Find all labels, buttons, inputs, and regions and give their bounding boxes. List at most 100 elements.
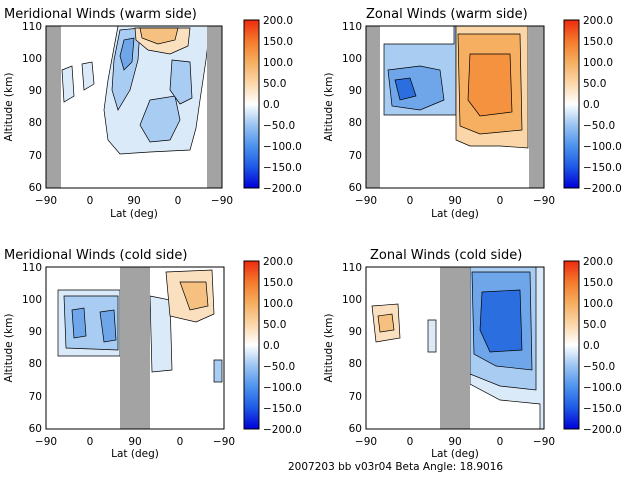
wind-field xyxy=(61,26,211,155)
x-ticks: −90 0 90 0 −90 xyxy=(355,436,555,448)
colorbar-label: −50.0 xyxy=(583,361,615,373)
colorbar-label: 150.0 xyxy=(583,277,613,289)
colorbar-label: 100.0 xyxy=(263,298,293,310)
y-tick-label: 110 xyxy=(342,262,362,274)
colorbar-label: 100.0 xyxy=(583,298,613,310)
colorbar-label: −200.0 xyxy=(263,183,302,195)
wind-field xyxy=(371,267,544,429)
y-axis-label: Altitude (km) xyxy=(323,73,335,142)
colorbar-label: −200.0 xyxy=(583,424,622,436)
contour-region xyxy=(71,307,87,339)
colorbar-label: −100.0 xyxy=(263,141,302,153)
x-tick-label: −90 xyxy=(355,195,377,207)
x-axis-label: Lat (deg) xyxy=(431,208,479,220)
contour-region xyxy=(213,359,223,383)
colorbar-label: −50.0 xyxy=(263,120,295,132)
no-data-band xyxy=(440,267,470,429)
contour-region xyxy=(99,309,117,343)
x-tick-label: 90 xyxy=(127,195,140,207)
x-tick-label: −90 xyxy=(533,436,555,448)
colorbar-scale xyxy=(243,19,260,189)
colorbar-scale xyxy=(563,19,580,189)
colorbar-scale xyxy=(563,260,580,430)
y-tick-label: 70 xyxy=(349,150,362,162)
contour-region xyxy=(427,319,437,353)
y-tick-label: 60 xyxy=(29,182,42,194)
colorbar-label: 0.0 xyxy=(263,99,280,111)
colorbar-label: −100.0 xyxy=(263,382,302,394)
colorbar-label: −150.0 xyxy=(263,403,302,415)
x-tick-label: −90 xyxy=(211,195,233,207)
panel-meridional-cold: Meridional Winds (cold side) 60 70 80 90… xyxy=(3,248,235,460)
panel-meridional-warm: Meridional Winds (warm side) 60 70 80 90… xyxy=(3,7,233,220)
no-data-band xyxy=(120,267,150,429)
colorbar-label: −150.0 xyxy=(263,162,302,174)
colorbar-label: 50.0 xyxy=(583,78,606,90)
x-tick-label: 0 xyxy=(87,436,94,448)
panel-zonal-warm: Zonal Winds (warm side) 60 70 80 90 100 … xyxy=(323,7,555,220)
y-tick-label: 60 xyxy=(29,423,42,435)
colorbar-label: 0.0 xyxy=(583,99,600,111)
y-tick-label: 80 xyxy=(29,117,42,129)
panel-title: Meridional Winds (cold side) xyxy=(4,248,187,263)
x-tick-label: 0 xyxy=(177,436,184,448)
y-tick-label: 110 xyxy=(22,262,42,274)
y-axis-label: Altitude (km) xyxy=(3,314,15,383)
y-ticks: 60 70 80 90 100 110 xyxy=(22,262,42,435)
y-tick-label: 60 xyxy=(349,182,362,194)
colorbar-scale xyxy=(243,260,260,430)
y-tick-label: 100 xyxy=(342,294,362,306)
contour-region xyxy=(139,27,179,45)
x-axis-label: Lat (deg) xyxy=(431,448,479,460)
contour-region xyxy=(394,77,417,101)
x-tick-label: 0 xyxy=(407,436,414,448)
x-ticks: −90 0 90 0 −90 xyxy=(355,195,555,207)
x-ticks: −90 0 90 0 −90 xyxy=(35,436,235,448)
wind-field xyxy=(57,269,223,383)
y-ticks: 60 70 80 90 100 110 xyxy=(22,21,42,194)
y-tick-label: 110 xyxy=(342,21,362,33)
colorbar-label: −100.0 xyxy=(583,382,622,394)
plot-frame xyxy=(45,25,223,189)
x-tick-label: 90 xyxy=(128,436,141,448)
colorbar-label: 150.0 xyxy=(583,36,613,48)
y-tick-label: 110 xyxy=(22,21,42,33)
x-tick-label: 0 xyxy=(497,195,504,207)
y-tick-label: 70 xyxy=(29,150,42,162)
y-tick-label: 70 xyxy=(349,391,362,403)
x-tick-label: 0 xyxy=(407,195,414,207)
y-axis-label: Altitude (km) xyxy=(3,73,15,142)
y-tick-label: 90 xyxy=(29,326,42,338)
contour-region xyxy=(81,61,95,91)
no-data-band xyxy=(366,26,380,188)
contour-region xyxy=(479,289,523,353)
no-data-band xyxy=(46,26,61,188)
colorbar-label: −50.0 xyxy=(263,361,295,373)
y-tick-label: 90 xyxy=(29,85,42,97)
colorbar-label: −50.0 xyxy=(583,120,615,132)
contour-region xyxy=(119,37,135,71)
panel-title: Zonal Winds (cold side) xyxy=(370,248,522,263)
colorbar-label: 100.0 xyxy=(263,57,293,69)
no-data-band xyxy=(529,26,544,188)
contour-region xyxy=(377,313,395,333)
contour-region xyxy=(467,53,513,117)
y-tick-label: 90 xyxy=(349,326,362,338)
contour-region xyxy=(387,65,445,111)
plot-frame xyxy=(45,266,225,430)
colorbar-1: 200.0 150.0 100.0 50.0 0.0 −50.0 −100.0 … xyxy=(243,15,302,195)
x-tick-label: 90 xyxy=(448,436,461,448)
colorbar-4: 200.0 150.0 100.0 50.0 0.0 −50.0 −100.0 … xyxy=(563,256,622,436)
contour-region xyxy=(169,59,193,105)
colorbar-label: 150.0 xyxy=(263,277,293,289)
y-tick-label: 100 xyxy=(22,294,42,306)
colorbar-label: −150.0 xyxy=(583,403,622,415)
x-tick-label: 0 xyxy=(497,436,504,448)
colorbar-label: 200.0 xyxy=(583,15,613,27)
x-tick-label: −90 xyxy=(355,436,377,448)
x-tick-label: 90 xyxy=(448,195,461,207)
colorbar-label: 50.0 xyxy=(583,319,606,331)
x-tick-label: −90 xyxy=(35,195,57,207)
x-tick-label: −90 xyxy=(533,195,555,207)
